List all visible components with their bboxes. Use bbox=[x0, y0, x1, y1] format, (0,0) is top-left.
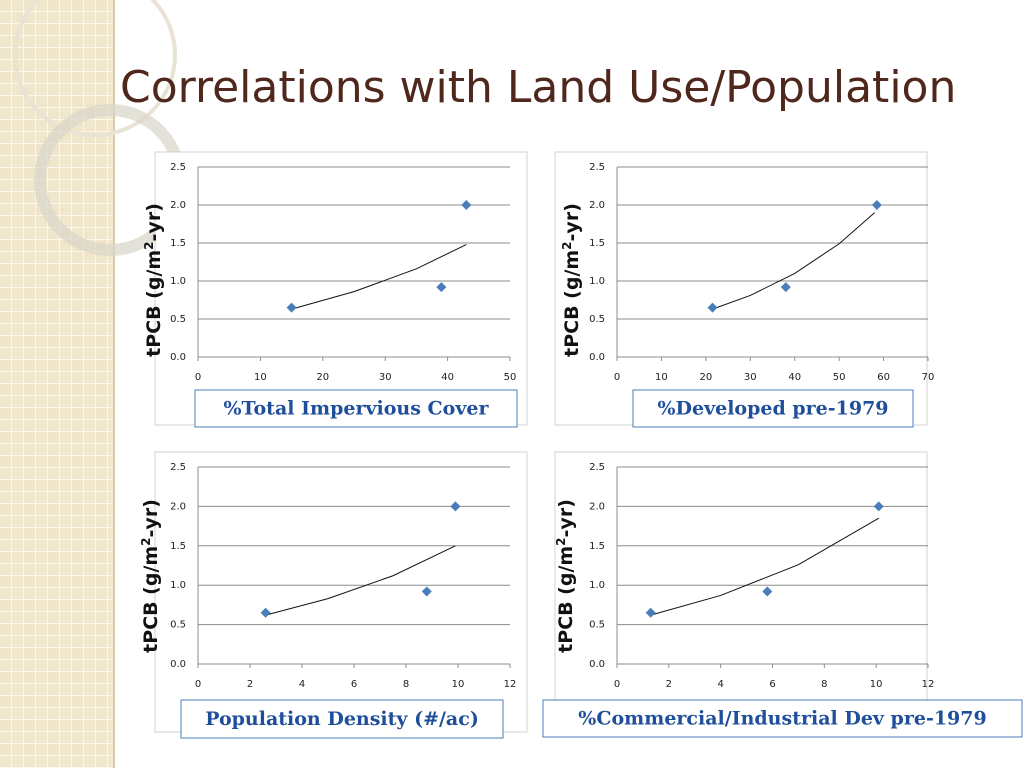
y-tick-label: 1.0 bbox=[589, 580, 605, 591]
y-axis-label-part: 2 bbox=[560, 241, 574, 249]
x-tick-label: 30 bbox=[379, 372, 392, 383]
x-tick-label: 2 bbox=[247, 679, 253, 690]
y-tick-label: 1.5 bbox=[589, 541, 605, 552]
x-tick-label: 6 bbox=[769, 679, 775, 690]
y-axis-label-part: -yr) bbox=[140, 499, 162, 537]
trendline bbox=[265, 545, 456, 616]
chart-frame bbox=[154, 151, 528, 426]
y-axis-label: tPCB (g/m2-yr) bbox=[554, 499, 577, 653]
y-axis-label-part: tPCB (g/m bbox=[143, 250, 165, 357]
x-tick-label: 12 bbox=[922, 679, 935, 690]
y-tick-label: 1.0 bbox=[170, 580, 186, 591]
x-tick-label: 0 bbox=[614, 679, 620, 690]
y-tick-label: 0.0 bbox=[170, 352, 186, 363]
x-axis-label: %Total Impervious Cover bbox=[224, 398, 490, 420]
y-tick-label: 0.0 bbox=[589, 352, 605, 363]
y-axis-label-part: tPCB (g/m bbox=[140, 546, 162, 653]
y-tick-label: 1.0 bbox=[589, 276, 605, 287]
x-tick-label: 0 bbox=[195, 679, 201, 690]
y-tick-label: 2.5 bbox=[589, 462, 605, 473]
data-point bbox=[707, 302, 718, 313]
data-point bbox=[645, 607, 656, 618]
y-tick-label: 2.0 bbox=[589, 200, 605, 211]
x-tick-label: 8 bbox=[403, 679, 409, 690]
data-point bbox=[260, 607, 271, 618]
y-tick-label: 2.0 bbox=[170, 501, 186, 512]
x-tick-label: 8 bbox=[821, 679, 827, 690]
x-tick-label: 60 bbox=[877, 372, 890, 383]
y-tick-label: 2.0 bbox=[589, 501, 605, 512]
y-tick-label: 2.5 bbox=[170, 162, 186, 173]
y-tick-label: 2.5 bbox=[170, 462, 186, 473]
x-tick-label: 10 bbox=[452, 679, 465, 690]
data-point bbox=[780, 282, 791, 293]
y-axis-label-part: -yr) bbox=[143, 203, 165, 241]
y-axis-label-part: -yr) bbox=[561, 203, 583, 241]
data-point bbox=[762, 586, 773, 597]
y-tick-label: 0.5 bbox=[589, 620, 605, 631]
y-tick-label: 1.5 bbox=[589, 238, 605, 249]
x-tick-label: 50 bbox=[833, 372, 846, 383]
x-label-box bbox=[632, 389, 914, 428]
x-axis-label: Population Density (#/ac) bbox=[205, 708, 479, 730]
x-label-box bbox=[180, 699, 504, 739]
y-axis-label: tPCB (g/m2-yr) bbox=[139, 499, 162, 653]
y-tick-label: 2.5 bbox=[589, 162, 605, 173]
data-point bbox=[461, 200, 472, 210]
y-axis-label: tPCB (g/m2-yr) bbox=[142, 203, 165, 357]
y-axis-label-part: 2 bbox=[142, 241, 156, 249]
trendline bbox=[291, 244, 467, 310]
y-tick-label: 0.5 bbox=[589, 314, 605, 325]
x-tick-label: 50 bbox=[504, 372, 517, 383]
y-tick-label: 1.0 bbox=[170, 276, 186, 287]
x-tick-label: 0 bbox=[195, 372, 201, 383]
x-tick-label: 6 bbox=[351, 679, 357, 690]
x-label-box bbox=[542, 699, 1023, 738]
x-label-box bbox=[194, 389, 518, 428]
chart-frame bbox=[154, 451, 528, 733]
x-tick-label: 0 bbox=[614, 372, 620, 383]
slide-title: Correlations with Land Use/Population bbox=[120, 62, 956, 113]
y-axis-label-part: tPCB (g/m bbox=[555, 546, 577, 653]
y-tick-label: 1.5 bbox=[170, 541, 186, 552]
x-tick-label: 10 bbox=[655, 372, 668, 383]
x-axis-label: %Developed pre-1979 bbox=[657, 398, 888, 420]
data-point bbox=[873, 501, 884, 512]
x-tick-label: 10 bbox=[254, 372, 267, 383]
trendline bbox=[650, 517, 880, 616]
x-tick-label: 70 bbox=[922, 372, 935, 383]
data-point bbox=[436, 282, 447, 293]
trendline bbox=[712, 212, 876, 310]
y-tick-label: 1.5 bbox=[170, 238, 186, 249]
x-tick-label: 10 bbox=[870, 679, 883, 690]
data-point bbox=[286, 302, 297, 313]
data-point bbox=[421, 586, 432, 597]
y-tick-label: 0.0 bbox=[589, 659, 605, 670]
deco-circle bbox=[13, 0, 177, 137]
x-tick-label: 4 bbox=[299, 679, 305, 690]
data-point bbox=[871, 200, 882, 210]
x-tick-label: 20 bbox=[316, 372, 329, 383]
y-tick-label: 0.5 bbox=[170, 620, 186, 631]
data-point bbox=[450, 501, 461, 512]
y-tick-label: 0.5 bbox=[170, 314, 186, 325]
x-tick-label: 40 bbox=[788, 372, 801, 383]
x-tick-label: 12 bbox=[504, 679, 517, 690]
x-tick-label: 30 bbox=[744, 372, 757, 383]
y-axis-label-part: 2 bbox=[554, 537, 568, 545]
x-axis-label: %Commercial/Industrial Dev pre-1979 bbox=[578, 708, 986, 730]
chart-frame bbox=[554, 451, 928, 733]
y-axis-label: tPCB (g/m2-yr) bbox=[560, 203, 583, 357]
x-tick-label: 4 bbox=[717, 679, 723, 690]
y-axis-label-part: 2 bbox=[139, 537, 153, 545]
x-tick-label: 2 bbox=[666, 679, 672, 690]
x-tick-label: 40 bbox=[441, 372, 454, 383]
y-axis-label-part: tPCB (g/m bbox=[561, 250, 583, 357]
y-axis-label-part: -yr) bbox=[555, 499, 577, 537]
x-tick-label: 20 bbox=[699, 372, 712, 383]
y-tick-label: 2.0 bbox=[170, 200, 186, 211]
y-tick-label: 0.0 bbox=[170, 659, 186, 670]
chart-frame bbox=[554, 151, 928, 426]
